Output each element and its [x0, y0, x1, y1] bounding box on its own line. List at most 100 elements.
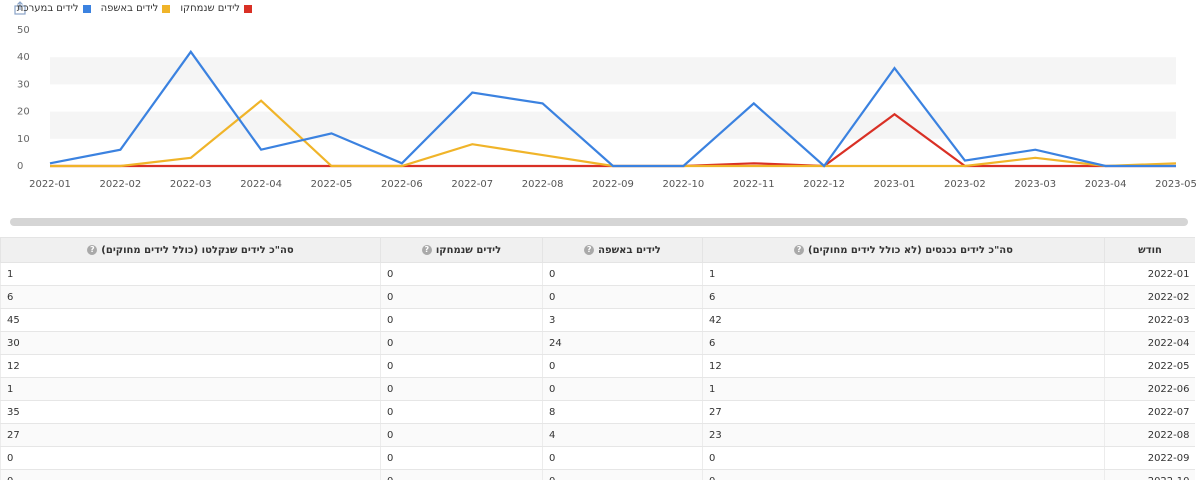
horizontal-scrollbar[interactable]: [10, 218, 1188, 226]
cell-total: 27: [0, 423, 381, 447]
cell-entered: 27: [702, 400, 1105, 424]
cell-deleted: 0: [380, 354, 543, 378]
header-month[interactable]: חודש: [1104, 237, 1195, 263]
cell-total: 1: [0, 377, 381, 401]
table-row: 2022-10 0 0 0 0: [0, 469, 1195, 480]
x-tick-label: 2023-02: [944, 179, 986, 190]
header-label: לידים באשפה: [598, 244, 661, 256]
help-icon[interactable]: ?: [421, 244, 432, 255]
y-tick-label: 30: [17, 79, 30, 90]
x-tick-label: 2022-08: [522, 179, 564, 190]
x-tick-label: 2023-05: [1155, 179, 1197, 190]
x-tick-label: 2022-06: [381, 179, 423, 190]
cell-deleted: 0: [380, 262, 543, 286]
y-tick-label: 40: [17, 52, 30, 63]
cell-month: 2022-01: [1104, 262, 1195, 286]
cell-trash: 4: [542, 423, 703, 447]
x-tick-label: 2022-10: [662, 179, 704, 190]
chart-legend: לידים במערכת לידים באשפה לידים שנמחקו: [17, 3, 252, 14]
series-line: [49, 49, 1176, 168]
cell-deleted: 0: [380, 446, 543, 470]
y-tick-label: 50: [17, 25, 30, 36]
table-row: 2022-05 12 0 0 12: [0, 354, 1195, 378]
x-tick-label: 2023-04: [1085, 179, 1127, 190]
cell-deleted: 0: [380, 377, 543, 401]
cell-entered: 6: [702, 285, 1105, 309]
table-row: 2022-01 1 0 0 1: [0, 262, 1195, 286]
cell-month: 2022-10: [1104, 469, 1195, 480]
x-tick-label: 2022-05: [311, 179, 353, 190]
legend-label: לידים במערכת: [16, 3, 79, 14]
cell-deleted: 0: [380, 469, 543, 480]
data-table: חודש סה"כ לידים נכנסים (לא כולל לידים מח…: [0, 237, 1195, 480]
header-label: סה"כ לידים נכנסים (לא כולל לידים מחוקים): [808, 244, 1013, 256]
x-tick-label: 2023-03: [1014, 179, 1056, 190]
cell-deleted: 0: [380, 285, 543, 309]
x-tick-label: 2022-07: [451, 179, 493, 190]
x-tick-label: 2022-09: [592, 179, 634, 190]
cell-trash: 0: [542, 446, 703, 470]
x-tick-label: 2022-01: [29, 179, 71, 190]
header-deleted[interactable]: לידים שנמחקו?: [380, 237, 543, 263]
legend-item-system[interactable]: לידים במערכת: [17, 3, 91, 14]
legend-swatch: [162, 4, 171, 13]
y-tick-label: 20: [17, 107, 30, 118]
y-tick-label: 0: [17, 161, 23, 172]
header-label: לידים שנמחקו: [435, 244, 502, 256]
cell-month: 2022-06: [1104, 377, 1195, 401]
legend-item-deleted[interactable]: לידים שנמחקו: [180, 3, 252, 14]
cell-trash: 0: [542, 469, 703, 480]
x-tick-label: 2022-02: [99, 179, 141, 190]
cell-deleted: 0: [380, 423, 543, 447]
cell-trash: 0: [542, 285, 703, 309]
header-label: חודש: [1138, 244, 1162, 256]
table-row: 2022-03 42 3 0 45: [0, 308, 1195, 332]
cell-month: 2022-02: [1104, 285, 1195, 309]
x-tick-label: 2022-03: [170, 179, 212, 190]
y-tick-label: 10: [17, 134, 30, 145]
cell-entered: 23: [702, 423, 1105, 447]
help-icon[interactable]: ?: [584, 244, 595, 255]
cell-trash: 3: [542, 308, 703, 332]
table-row: 2022-07 27 8 0 35: [0, 400, 1195, 424]
export-icon[interactable]: [12, 1, 28, 15]
cell-total: 45: [0, 308, 381, 332]
header-total[interactable]: סה"כ לידים שנקלטו (כולל לידים מחוקים)?: [0, 237, 381, 263]
cell-total: 1: [0, 262, 381, 286]
help-icon[interactable]: ?: [794, 244, 805, 255]
cell-entered: 1: [702, 377, 1105, 401]
help-icon[interactable]: ?: [87, 244, 98, 255]
legend-item-trash[interactable]: לידים באשפה: [101, 3, 171, 14]
table-row: 2022-06 1 0 0 1: [0, 377, 1195, 401]
cell-total: 0: [0, 469, 381, 480]
cell-entered: 6: [702, 331, 1105, 355]
cell-month: 2022-05: [1104, 354, 1195, 378]
table-row: 2022-09 0 0 0 0: [0, 446, 1195, 470]
legend-swatch: [82, 4, 91, 13]
cell-month: 2022-08: [1104, 423, 1195, 447]
cell-entered: 42: [702, 308, 1105, 332]
cell-trash: 24: [542, 331, 703, 355]
cell-trash: 0: [542, 354, 703, 378]
cell-month: 2022-07: [1104, 400, 1195, 424]
cell-deleted: 0: [380, 400, 543, 424]
table-header-row: חודש סה"כ לידים נכנסים (לא כולל לידים מח…: [0, 237, 1195, 263]
table-row: 2022-02 6 0 0 6: [0, 285, 1195, 309]
cell-month: 2022-09: [1104, 446, 1195, 470]
cell-deleted: 0: [380, 331, 543, 355]
cell-entered: 12: [702, 354, 1105, 378]
chart-card: לידים במערכת לידים באשפה לידים שנמחקו 0 1…: [0, 0, 1200, 212]
line-chart: 0 10 20 30 40 50 2022-01 2022-02 2022-03 2022-04 2…: [17, 25, 1197, 190]
cell-total: 6: [0, 285, 381, 309]
header-entered[interactable]: סה"כ לידים נכנסים (לא כולל לידים מחוקים)…: [702, 237, 1105, 263]
cell-entered: 1: [702, 262, 1105, 286]
header-label: סה"כ לידים שנקלטו (כולל לידים מחוקים): [101, 244, 294, 256]
x-tick-label: 2022-11: [733, 179, 775, 190]
cell-month: 2022-04: [1104, 331, 1195, 355]
header-trash[interactable]: לידים באשפה?: [542, 237, 703, 263]
table-row: 2022-04 6 24 0 30: [0, 331, 1195, 355]
cell-total: 35: [0, 400, 381, 424]
cell-total: 30: [0, 331, 381, 355]
grid-band: [50, 57, 1176, 85]
x-tick-label: 2022-12: [803, 179, 845, 190]
